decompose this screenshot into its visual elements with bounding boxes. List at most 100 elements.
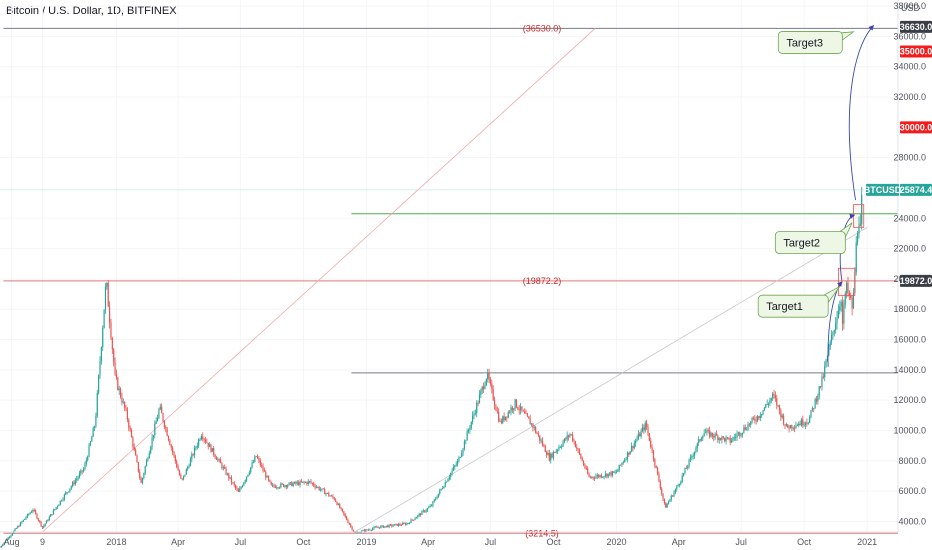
candle-body	[665, 503, 667, 508]
candle-body	[699, 439, 701, 441]
candle-body	[382, 525, 385, 528]
candle-body	[391, 524, 393, 527]
currency-label: USD	[901, 3, 921, 13]
y-tick-label: 24000.0	[893, 213, 926, 223]
candle-body	[447, 479, 449, 482]
candle-body	[362, 530, 364, 531]
candle-body	[599, 475, 601, 477]
candle-body	[58, 504, 60, 507]
candle-body	[747, 424, 749, 430]
candle-body	[613, 471, 615, 473]
candle-body	[381, 525, 383, 527]
candle-body	[763, 407, 766, 411]
candle-body	[311, 482, 313, 484]
candle-body	[561, 446, 563, 447]
y-tick-label: 14000.0	[893, 365, 926, 375]
candle-body	[367, 529, 370, 531]
candle-body	[144, 466, 146, 474]
y-tick-label: 16000.0	[893, 335, 926, 345]
candle-body	[651, 447, 653, 451]
candle-body	[529, 418, 531, 425]
candle-body	[730, 440, 733, 443]
candle-body	[437, 493, 439, 498]
candle-body	[773, 393, 775, 396]
candle-body	[180, 475, 182, 479]
level-label: (36530.0)	[523, 23, 562, 33]
candle-body	[393, 524, 396, 526]
candle-body	[528, 416, 530, 419]
candle-body	[455, 464, 457, 466]
candle-body	[99, 361, 101, 376]
candle-body	[141, 478, 144, 483]
candle-body	[272, 484, 274, 486]
candle-body	[819, 386, 822, 388]
candle-body	[791, 425, 793, 429]
candle-body	[303, 481, 305, 483]
candle-body	[519, 406, 522, 411]
candle-body	[535, 427, 537, 433]
candle-body	[666, 504, 668, 508]
candle-body	[302, 481, 304, 483]
candle-body	[65, 492, 67, 495]
candle-body	[802, 419, 804, 426]
candle-body	[739, 432, 741, 436]
candle-body	[570, 434, 572, 436]
candle-body	[652, 450, 655, 460]
target-callout[interactable]: Target2	[774, 222, 853, 254]
candle-body	[604, 473, 607, 477]
candle-body	[824, 366, 826, 378]
candle-body	[61, 500, 63, 502]
candle-body	[281, 483, 283, 485]
candle-body	[607, 473, 609, 477]
candle-body	[678, 483, 681, 486]
candle-body	[787, 424, 789, 428]
target-callout[interactable]: Target3	[777, 31, 855, 54]
candle-body	[282, 484, 285, 487]
target-callout[interactable]: Target1	[757, 286, 841, 318]
candle-body	[254, 456, 256, 462]
candle-body	[473, 413, 475, 416]
candle-body	[128, 419, 130, 428]
candle-body	[729, 437, 731, 443]
candle-body	[704, 432, 707, 434]
candle-body	[592, 476, 594, 478]
candle-body	[846, 282, 848, 294]
symbol-badge	[866, 183, 899, 196]
price-badge	[900, 20, 932, 33]
candle-body	[496, 410, 498, 412]
candle-body	[104, 286, 107, 310]
candle-body	[133, 446, 135, 450]
candle-body	[187, 466, 189, 470]
candle-body	[422, 510, 424, 512]
symbol-badge-label: BTCUSD	[864, 185, 902, 195]
candle-body	[35, 510, 37, 514]
candle-body	[635, 440, 637, 444]
candle-body	[822, 376, 824, 378]
candle-body	[174, 455, 176, 462]
candle-body	[126, 409, 129, 420]
candle-body	[219, 459, 222, 464]
candle-body	[25, 517, 27, 519]
callout-label: Target1	[766, 301, 803, 313]
candle-body	[258, 458, 260, 461]
candle-body	[428, 507, 430, 509]
x-tick-label: Aug	[4, 537, 20, 547]
candle-body	[644, 422, 646, 431]
candle-body	[674, 489, 676, 493]
candle-body	[233, 482, 235, 486]
candle-body	[298, 482, 300, 486]
candle-body	[785, 424, 787, 426]
candle-body	[858, 226, 860, 235]
candle-body	[235, 485, 237, 488]
candle-body	[567, 435, 570, 437]
candle-body	[693, 451, 696, 456]
candle-body	[800, 419, 803, 426]
candle-body	[2, 544, 4, 546]
candle-body	[610, 472, 612, 476]
candle-body	[277, 487, 279, 489]
candle-body	[0, 547, 1, 548]
candle-body	[288, 482, 290, 486]
candle-body	[709, 430, 711, 437]
candle-body	[726, 437, 729, 439]
